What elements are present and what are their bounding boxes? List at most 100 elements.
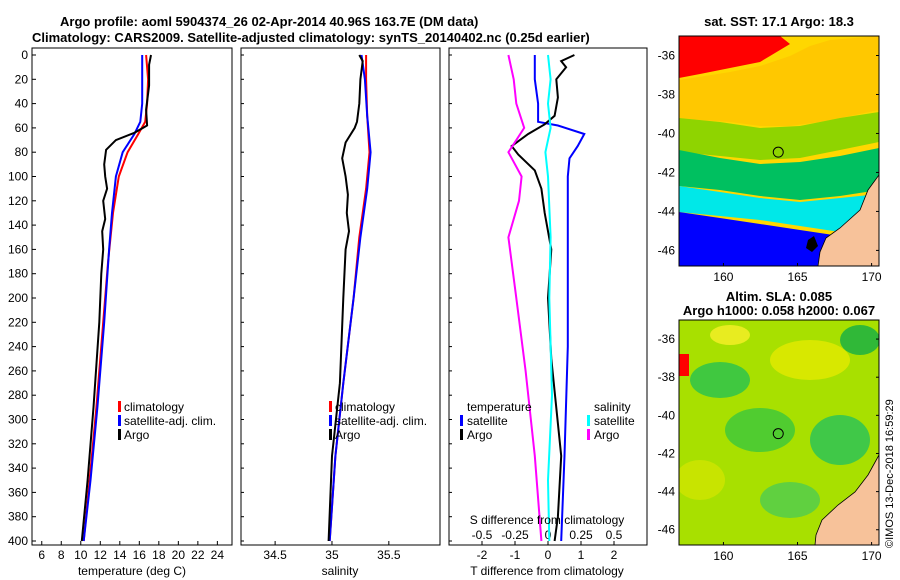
s-argo-line	[507, 54, 543, 542]
sla-lat-label: -36	[658, 332, 676, 346]
temperature-tick-label: 12	[94, 548, 108, 562]
sst-lat-label: -36	[658, 48, 676, 62]
difference-series	[507, 54, 586, 542]
s-difference-tick-label: 0.25	[569, 528, 593, 542]
climatology-line	[328, 55, 371, 542]
temperature-legend: climatology satellite-adj. clim. Argo	[118, 400, 216, 442]
difference-tick-label: -2	[477, 548, 488, 562]
sst-lat-label: -46	[658, 243, 676, 257]
depth-tick-labels: 0 20 40 60 80 100 120 140 160 180 200 220 240 260 280 3…	[8, 48, 452, 548]
temperature-tick-label: 8	[58, 548, 65, 562]
temperature-tick-labels: 6 8 10 12 14 16 18 20 22 24	[38, 541, 224, 562]
s-satellite-line	[544, 54, 554, 542]
difference-tick-label: 1	[578, 548, 585, 562]
sst-lat-label: -44	[658, 204, 676, 218]
sla-lon-label: 165	[788, 549, 808, 563]
sla-lon-label: 160	[713, 549, 733, 563]
depth-tick-label: 60	[15, 121, 29, 135]
depth-tick-label: 100	[8, 170, 28, 184]
depth-tick-label: 380	[8, 510, 28, 524]
legend-swatch-satellite	[329, 415, 332, 426]
legend-satellite-adj: satellite-adj. clim.	[124, 414, 216, 428]
salinity-legend: climatology satellite-adj. clim. Argo	[329, 400, 427, 442]
legend-satellite-adj: satellite-adj. clim.	[335, 414, 427, 428]
depth-tick-label: 360	[8, 485, 28, 499]
difference-tick-label: 0	[545, 548, 552, 562]
salinity-xlabel: salinity	[322, 564, 359, 578]
sla-lat-label: -44	[658, 485, 676, 499]
legend-swatch-s-satellite	[587, 415, 590, 426]
legend-swatch-s-argo	[587, 429, 590, 440]
depth-tick-label: 220	[8, 315, 28, 329]
legend-swatch-climatology	[329, 401, 332, 412]
sst-lon-label: 170	[862, 270, 882, 284]
satellite-adj-clim--line	[328, 54, 372, 542]
salinity-tick-label: 35	[325, 548, 339, 562]
sla-lat-label: -42	[658, 446, 676, 460]
sst-argo-location-marker	[772, 146, 784, 158]
legend-t-argo: Argo	[467, 428, 493, 442]
legend-temperature-title: temperature	[467, 400, 532, 414]
s-difference-tick-label: -0.5	[472, 528, 493, 542]
difference-tick-labels: -2 -1 0 1 2 -0.5 -0.25 0 0.25 0.5	[472, 528, 623, 562]
sla-lat-label: -40	[658, 408, 676, 422]
depth-tick-label: 80	[15, 145, 29, 159]
figure-title-line2: Climatology: CARS2009. Satellite-adjuste…	[32, 30, 590, 45]
legend-swatch-argo	[118, 429, 121, 440]
temperature-tick-label: 18	[152, 548, 166, 562]
difference-xlabel-top: S difference from climatology	[470, 513, 625, 527]
depth-tick-label: 180	[8, 267, 28, 281]
depth-tick-label: 40	[15, 97, 29, 111]
depth-tick-label: 240	[8, 340, 28, 354]
argo-line	[80, 54, 152, 542]
difference-legend: temperature satellite Argo salinity sate…	[460, 400, 635, 442]
sla-map-title-line2: Argo h1000: 0.058 h2000: 0.067	[683, 303, 875, 318]
argo-line	[327, 54, 364, 542]
credit-text: ©IMOS 13-Dec-2018 16:59:29	[884, 399, 896, 548]
salinity-series	[327, 54, 372, 542]
figure-title-line1: Argo profile: aoml 5904374_26 02-Apr-201…	[60, 14, 478, 29]
temperature-tick-label: 10	[74, 548, 88, 562]
temperature-tick-label: 16	[133, 548, 147, 562]
depth-tick-label: 260	[8, 364, 28, 378]
sla-lon-label: 170	[862, 549, 882, 563]
s-difference-tick-label: 0	[545, 528, 552, 542]
temperature-tick-label: 20	[172, 548, 186, 562]
depth-tick-label: 300	[8, 413, 28, 427]
sla-map-image	[679, 320, 879, 545]
temperature-tick-label: 6	[38, 548, 45, 562]
t-satellite-line	[533, 55, 586, 542]
sst-map-image	[679, 36, 879, 266]
sst-lon-label: 165	[788, 270, 808, 284]
salinity-axes	[240, 47, 441, 546]
difference-xlabel: T difference from climatology	[470, 564, 624, 578]
depth-tick-label: 400	[8, 534, 28, 548]
sla-map-tick-labels: 160 165 170 -36 -38 -40 -42 -44 -46	[658, 332, 882, 563]
depth-tick-label: 120	[8, 194, 28, 208]
legend-swatch-argo	[329, 429, 332, 440]
salinity-tick-labels: 34.5 35 35.5	[263, 541, 401, 562]
sla-argo-location-marker	[772, 428, 784, 440]
legend-swatch-t-argo	[460, 429, 463, 440]
legend-t-satellite: satellite	[467, 414, 508, 428]
temperature-axes	[31, 47, 233, 546]
depth-tick-label: 0	[21, 48, 28, 62]
sst-map-title: sat. SST: 17.1 Argo: 18.3	[704, 14, 854, 29]
s-difference-tick-label: -0.25	[501, 528, 529, 542]
satellite-adj-clim--line	[82, 55, 144, 542]
sla-map-frame	[678, 319, 880, 546]
sst-map-frame	[678, 35, 880, 267]
legend-s-satellite: satellite	[594, 414, 635, 428]
legend-climatology: climatology	[124, 400, 184, 414]
sst-lon-label: 160	[713, 270, 733, 284]
legend-argo: Argo	[124, 428, 150, 442]
depth-tick-label: 280	[8, 388, 28, 402]
legend-swatch-t-satellite	[460, 415, 463, 426]
sst-lat-label: -38	[658, 87, 676, 101]
sst-lat-label: -40	[658, 126, 676, 140]
sla-map-title-line1: Altim. SLA: 0.085	[726, 289, 832, 304]
salinity-tick-label: 35.5	[377, 548, 401, 562]
temperature-tick-label: 24	[211, 548, 225, 562]
legend-swatch-satellite	[118, 415, 121, 426]
